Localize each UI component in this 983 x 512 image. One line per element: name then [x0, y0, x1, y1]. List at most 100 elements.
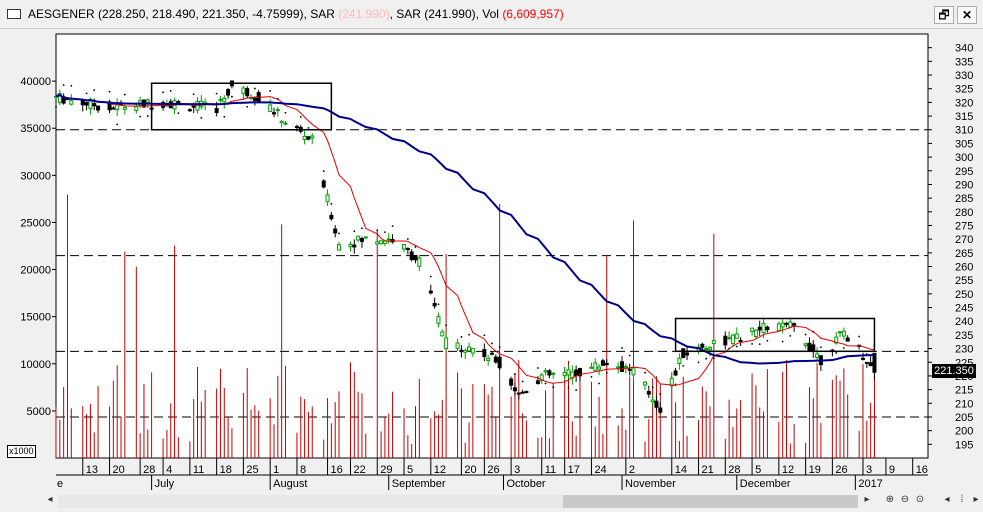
candle-body	[268, 104, 273, 113]
candle-body	[467, 346, 472, 352]
step-mark-icon[interactable]: ⁞	[960, 494, 964, 505]
candle-body	[413, 254, 418, 261]
candle-body	[470, 348, 475, 354]
candle-body	[646, 390, 651, 395]
candle-body	[669, 377, 674, 387]
sar-dot	[253, 87, 256, 90]
day-tick-label: 13	[86, 464, 98, 476]
sar-dot	[705, 357, 708, 360]
sar-dot	[284, 111, 287, 114]
candle-body	[650, 399, 655, 403]
price-tick-label: 270	[955, 234, 973, 246]
candle-body	[302, 135, 307, 140]
candle-body	[723, 335, 728, 346]
last-price-tag: 221.350	[932, 364, 976, 378]
zoom-out-icon[interactable]: ⊖	[900, 494, 910, 505]
candle-body	[512, 387, 517, 392]
range-box	[150, 82, 333, 131]
sar-dot	[605, 372, 608, 374]
sar-dot	[322, 170, 325, 172]
sar-dot	[162, 91, 164, 94]
volume-tick-label: 30000	[20, 170, 51, 182]
price-tick-label: 340	[955, 43, 973, 55]
candle-body	[321, 180, 326, 188]
candle-body	[700, 343, 705, 348]
sar-dot	[735, 345, 738, 348]
candle-body	[417, 257, 422, 267]
step-back-icon[interactable]: ◂	[944, 494, 950, 505]
candle-body	[577, 368, 582, 377]
sar-dot	[62, 84, 65, 87]
candle-body	[283, 122, 288, 125]
sar-dot	[521, 380, 524, 383]
sar-dot	[621, 347, 623, 349]
candle-body	[761, 323, 766, 334]
candle-body	[432, 302, 437, 307]
scroll-thumb[interactable]	[563, 495, 858, 508]
day-tick-label: 12	[782, 464, 794, 476]
candle-body	[363, 236, 368, 239]
day-tick-label: 1	[273, 464, 279, 476]
price-tick-label: 200	[955, 426, 973, 438]
zoom-in-icon[interactable]: ⊕	[885, 494, 895, 505]
sar-dot	[276, 97, 279, 100]
sar-dot	[70, 85, 73, 87]
day-tick-label: 9	[889, 464, 895, 476]
close-button[interactable]: ✕	[957, 6, 977, 24]
day-tick-label: 20	[464, 464, 476, 476]
candle-body	[245, 88, 250, 97]
sar-dot	[575, 389, 578, 392]
candle-body	[524, 391, 529, 394]
candle-body	[436, 315, 441, 324]
candle-body	[191, 105, 196, 108]
candle-body	[589, 366, 594, 369]
price-chart[interactable]: 1952002052102152202252302352402452502552…	[0, 28, 983, 492]
price-tick-label: 250	[955, 289, 973, 301]
scroll-right-icon[interactable]: ▸	[864, 494, 870, 505]
candle-body	[788, 321, 793, 328]
candle-body	[711, 340, 716, 344]
candle-body	[841, 330, 846, 337]
price-tick-label: 210	[955, 398, 973, 410]
candle-body	[623, 366, 628, 369]
sar-dot	[644, 371, 646, 374]
volume-scale-label: x1000	[7, 445, 36, 458]
zoom-reset-icon[interactable]: ⊙	[915, 494, 925, 505]
volume-tick-label: 35000	[20, 123, 51, 135]
candle-body	[807, 342, 812, 352]
day-tick-label: 3	[866, 464, 872, 476]
candle-body	[509, 378, 514, 386]
candle-body	[80, 100, 85, 106]
window-title: AESGENER (228.250, 218.490, 221.350, -4.…	[28, 7, 564, 21]
sar-dot	[858, 335, 861, 338]
candle-body	[616, 366, 621, 369]
candle-body	[337, 244, 342, 251]
candle-body	[516, 392, 521, 395]
step-forward-icon[interactable]: ▸	[973, 494, 979, 505]
scroll-left-icon[interactable]: ◂	[47, 494, 53, 505]
sar-dot	[536, 367, 539, 369]
day-tick-label: 16	[331, 464, 343, 476]
candle-body	[497, 356, 502, 369]
candle-body	[685, 352, 690, 356]
month-label: July	[155, 478, 175, 490]
candle-body	[562, 371, 567, 377]
candle-body	[333, 228, 338, 234]
sar-dot	[330, 202, 333, 205]
price-tick-label: 310	[955, 125, 973, 137]
volume-tick-label: 20000	[20, 265, 51, 277]
day-tick-label: 8	[300, 464, 306, 476]
price-tick-label: 245	[955, 303, 973, 315]
restore-button[interactable]: 🗗	[934, 6, 954, 24]
sar-dot	[429, 275, 432, 278]
day-tick-label: 28	[143, 464, 155, 476]
day-tick-label: 5	[755, 464, 761, 476]
candle-body	[803, 343, 808, 346]
price-tick-label: 295	[955, 166, 973, 178]
candle-body	[428, 290, 433, 294]
sar-dot	[598, 382, 600, 385]
sar-dot	[223, 115, 226, 118]
horizontal-scrollbar[interactable]: ◂ ▸ ⊕ ⊖ ⊙ ◂ ⁞ ▸	[0, 492, 983, 512]
candle-body	[482, 349, 487, 358]
candle-body	[440, 331, 445, 337]
